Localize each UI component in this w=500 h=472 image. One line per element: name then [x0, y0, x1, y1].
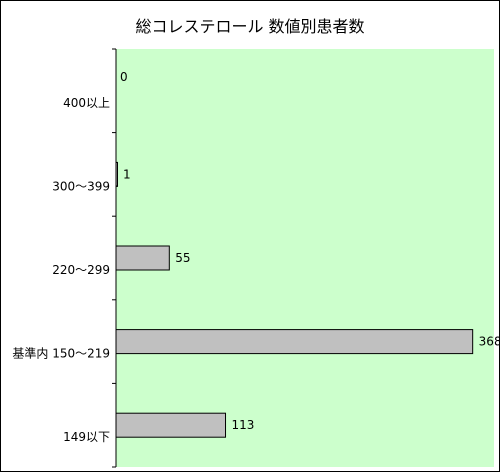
category-label: 300～399: [52, 179, 110, 193]
data-label: 0: [120, 70, 128, 84]
category-label: 400以上: [63, 96, 110, 110]
data-label: 1: [123, 167, 131, 181]
bar: [116, 413, 226, 437]
plot-area: [116, 49, 494, 467]
category-label: 220～299: [52, 263, 110, 277]
data-label: 55: [175, 251, 190, 265]
category-labels: 400以上 300～399 220～299 基準内 150～219 149以下: [12, 96, 110, 444]
data-label: 113: [232, 418, 255, 432]
bar: [116, 162, 118, 186]
category-label: 基準内 150～219: [12, 346, 110, 361]
chart-title: 総コレステロール 数値別患者数: [135, 17, 364, 36]
bar: [116, 330, 473, 354]
data-label: 368: [479, 335, 500, 349]
category-label: 149以下: [63, 430, 110, 444]
y-axis-ticks: [112, 49, 116, 467]
bar: [116, 246, 169, 270]
